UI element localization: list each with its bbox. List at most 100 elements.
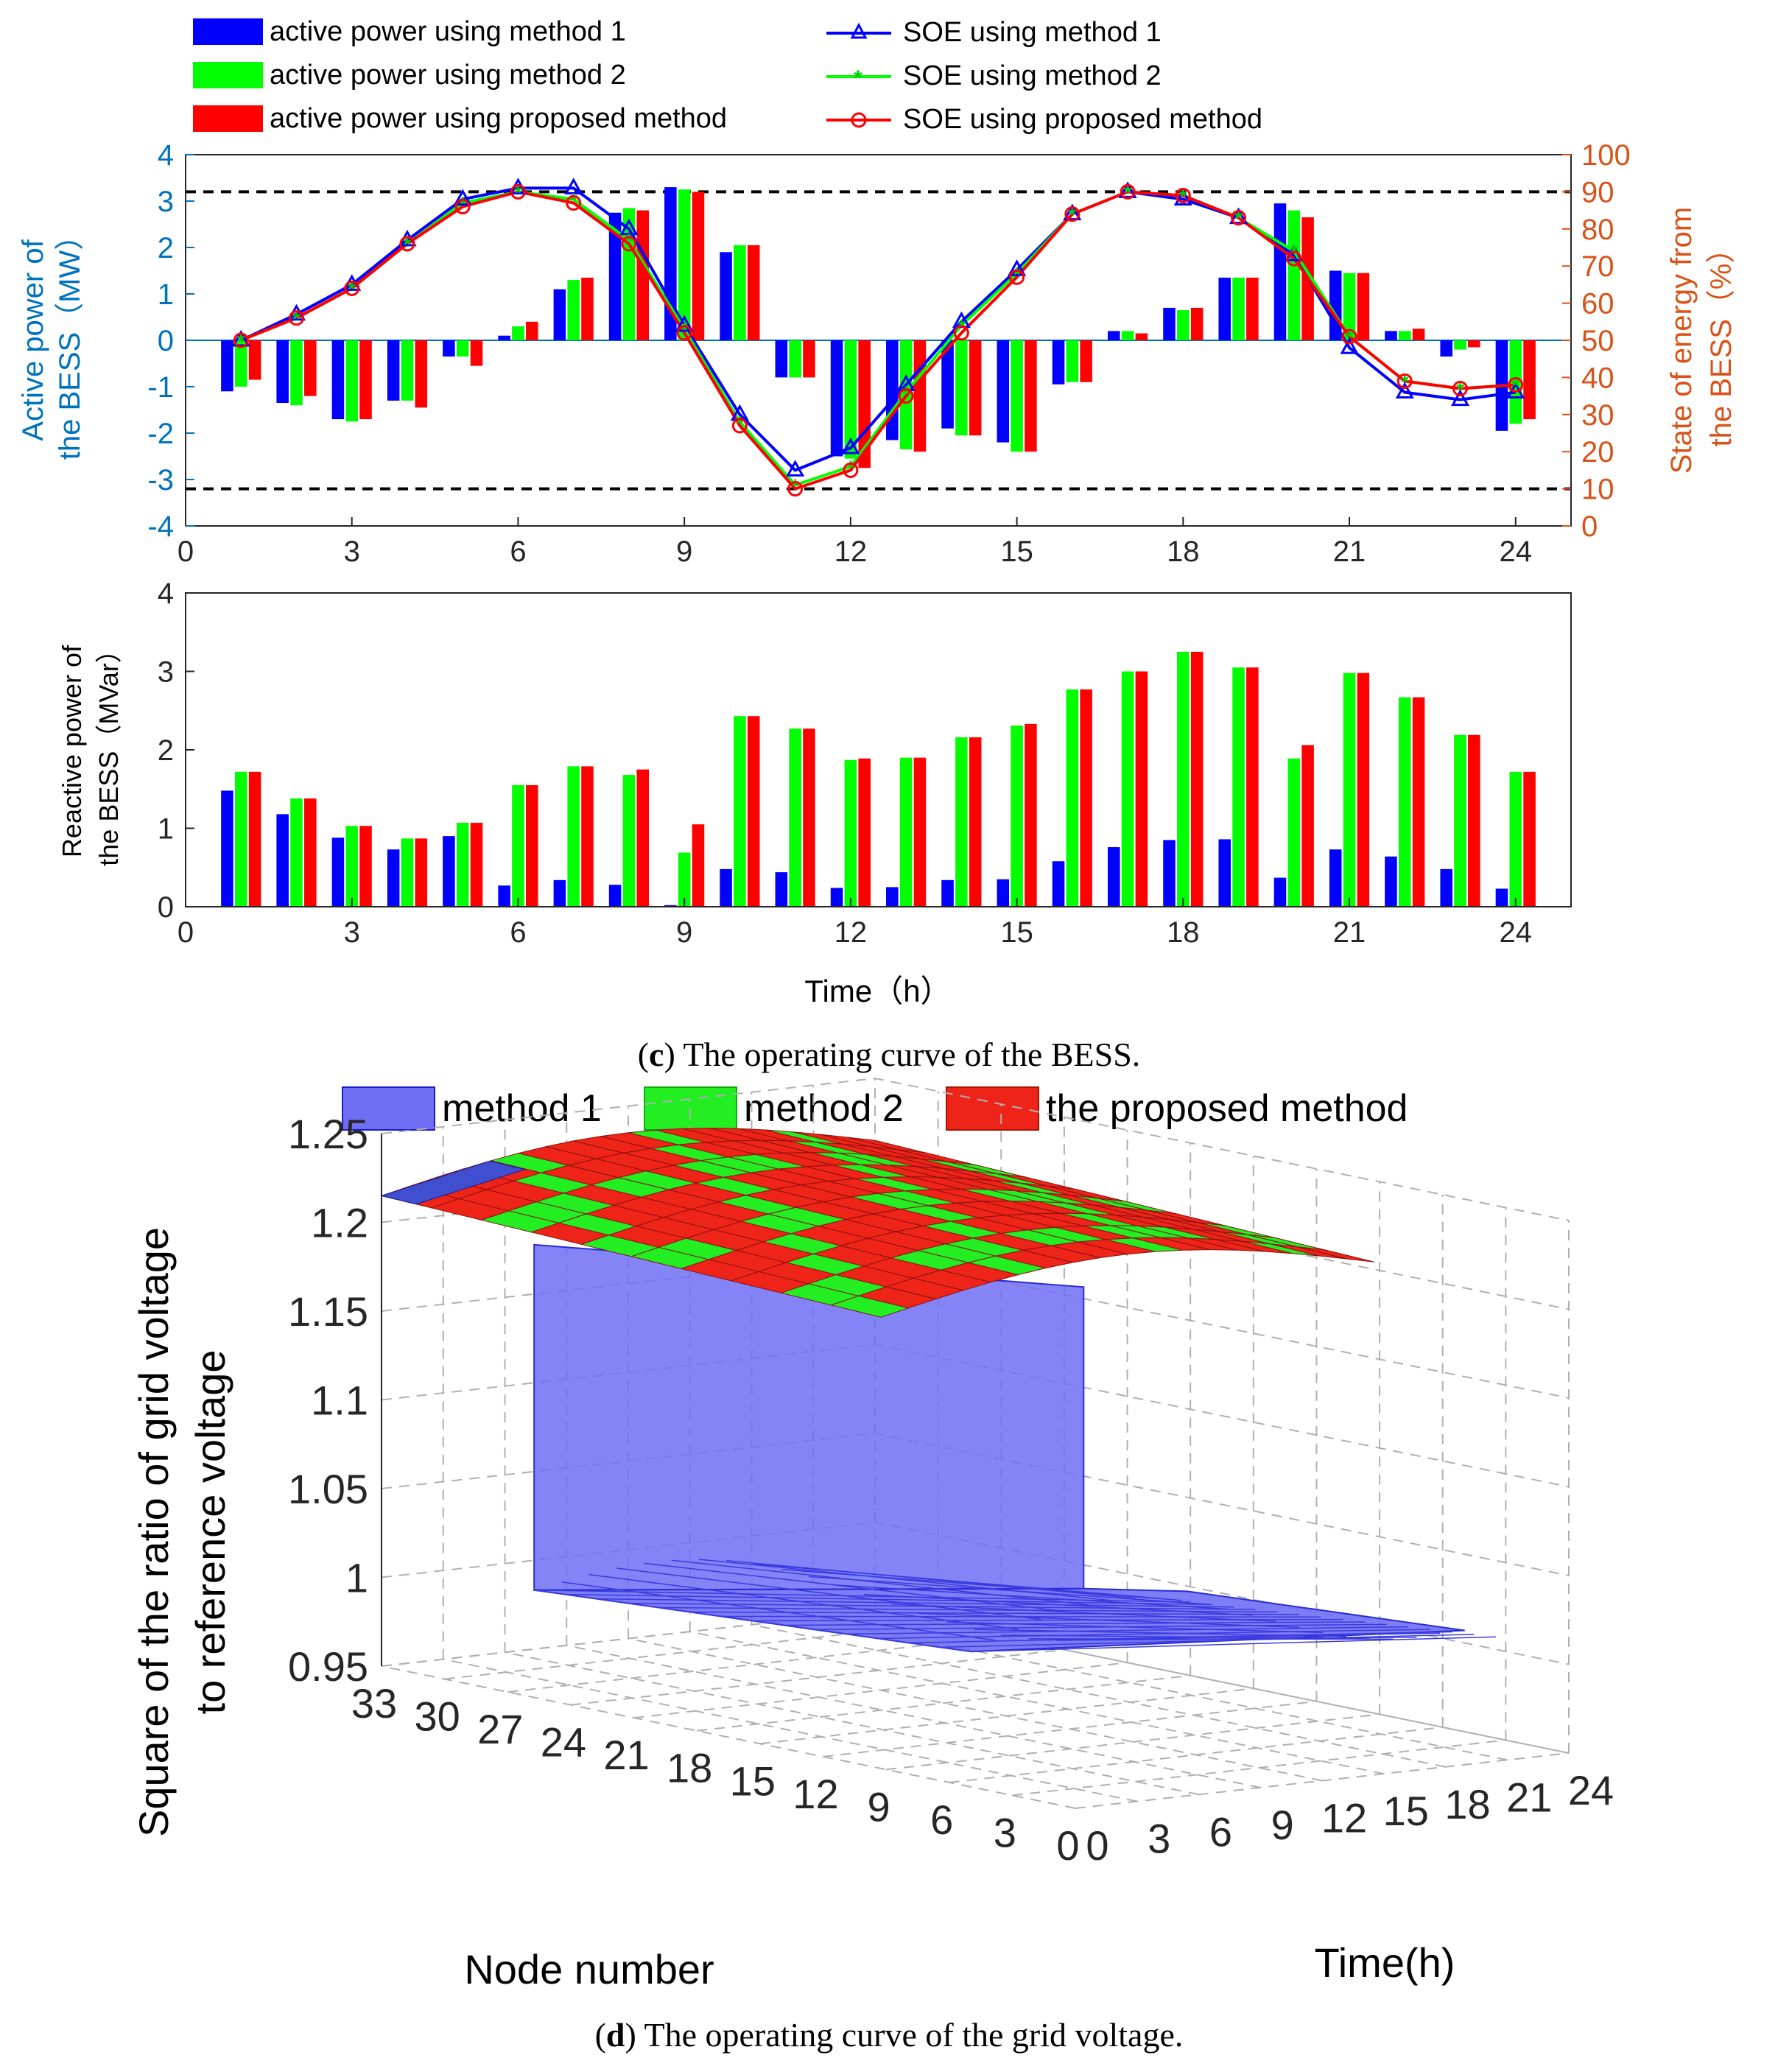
reactive-power-bar: [997, 879, 1010, 907]
reactive-power-bar: [553, 879, 566, 907]
active-power-bar: [1343, 273, 1356, 340]
surface-method1-mesh: [908, 1631, 1452, 1644]
active-power-bar: [290, 340, 303, 406]
active-power-bar: [456, 340, 469, 357]
active-power-bar: [886, 340, 899, 440]
x-tick-label: 6: [510, 535, 526, 568]
active-power-bar: [830, 340, 843, 457]
y2-tick-label: 90: [1581, 176, 1614, 208]
reactive-power-bar: [1177, 651, 1190, 907]
reactive-power-ylabel-line2: the BESS（MVar）: [94, 636, 124, 865]
active-power-bar: [969, 340, 982, 436]
soe-marker: *: [1346, 326, 1354, 348]
soe-marker: [344, 280, 360, 296]
reactive-power-bar: [512, 784, 524, 907]
y2-tick-label: 60: [1581, 288, 1614, 320]
floor-gridline: [885, 1713, 1380, 1771]
reactive-power-bar: [1135, 671, 1148, 907]
reactive-power-bar: [1412, 697, 1425, 907]
active-power-bar: [955, 340, 968, 436]
node-tick-label: 24: [541, 1719, 586, 1766]
surface-method1-mesh: [671, 1559, 1089, 1606]
node-tick-label: 15: [730, 1757, 776, 1804]
active-power-bar: [1025, 340, 1037, 452]
active-power-bar: [1287, 210, 1301, 340]
soe-marker: [566, 195, 582, 211]
active-power-bar: [913, 340, 927, 452]
reactive-power-bar: [608, 885, 622, 907]
x-tick-label: 0: [178, 535, 194, 568]
soe-marker: [233, 332, 249, 348]
surface-method1-mesh: [534, 1589, 1190, 1603]
soe-marker: [675, 315, 694, 332]
caption-c-text: ) The operating curve of the BESS.: [664, 1036, 1140, 1073]
caption-d-text: ) The operating curve of the grid voltag…: [625, 2016, 1184, 2054]
soe-marker: [1395, 382, 1414, 399]
y2-tick-label: 80: [1581, 214, 1614, 246]
surface-method1-mesh: [809, 1576, 1206, 1605]
reactive-power-bar: [401, 838, 414, 907]
soe-marker: *: [1013, 263, 1022, 285]
soe-marker: [619, 218, 639, 236]
active-power-bar: [734, 245, 746, 340]
reactive-power-bar: [443, 836, 455, 907]
reactive-power-bar: [955, 737, 968, 907]
soe-marker: *: [1456, 379, 1464, 401]
time-tick-label: 15: [1383, 1788, 1429, 1834]
reactive-power-bar: [1329, 849, 1342, 907]
y-tick-label: 0: [158, 325, 174, 357]
surface-method1-mesh: [616, 1567, 1042, 1620]
z-tick-label: 1: [345, 1555, 368, 1601]
soe-marker: [1008, 259, 1027, 276]
reactive-power-bar: [581, 766, 594, 907]
soe-marker: *: [570, 189, 578, 211]
reactive-power-bar: [1246, 667, 1259, 907]
soe-marker: [1340, 337, 1359, 354]
legend-label-surface-m2: method 2: [744, 1087, 904, 1130]
surface-method1-mesh: [753, 1563, 1159, 1599]
soe-marker: *: [736, 412, 744, 434]
node-tick-label: 27: [477, 1706, 523, 1752]
x-tick-label: 9: [676, 535, 692, 568]
x-tick-label: 0: [178, 916, 194, 949]
active-power-bar: [1246, 277, 1259, 340]
x-tick-label: 9: [676, 916, 692, 949]
surface-zlabel-line1: Square of the ratio of grid voltage: [130, 1227, 177, 1837]
floor-gridline: [381, 1665, 1076, 1809]
node-tick-label: 0: [1056, 1822, 1079, 1869]
soe-marker: [1450, 389, 1470, 407]
reactive-power-bar: [345, 826, 358, 907]
node-tick-label: 9: [868, 1783, 890, 1830]
active-power-bar: [401, 340, 414, 401]
y2-tick-label: 20: [1581, 436, 1614, 468]
soe-marker: *: [1179, 185, 1187, 207]
legend-c: active power using method 1 active power…: [193, 16, 1262, 135]
z-tick-label: 1.1: [311, 1377, 368, 1424]
z-tick-label: 1.15: [288, 1288, 368, 1335]
reactive-power-bar: [456, 823, 469, 907]
reactive-power-ylabel-line1: Reactive power of: [57, 645, 87, 857]
x-tick-label: 24: [1500, 916, 1533, 949]
floor-gridline: [697, 1674, 1191, 1732]
reactive-power-bar: [1163, 840, 1176, 907]
surface-method1-mesh: [628, 1602, 1256, 1610]
reactive-power-bar: [304, 798, 317, 907]
reactive-power-bar: [276, 814, 289, 907]
surface-method1-mesh: [846, 1626, 1409, 1635]
legend-d: method 1 method 2 the proposed method: [342, 1086, 1408, 1131]
active-power-bar: [997, 340, 1010, 443]
active-power-bar: [692, 192, 705, 340]
surface-high-patch: [847, 1137, 925, 1153]
reactive-power-bar: [387, 849, 400, 907]
floor-gridline: [1012, 1739, 1506, 1797]
x-tick-label: 3: [344, 916, 360, 949]
active-power-ylabel-line1: Active power of: [17, 239, 49, 440]
soe-marker: [288, 310, 304, 326]
soe-marker: [786, 460, 805, 477]
active-power-bar: [512, 326, 524, 340]
surface-method1-mesh: [971, 1636, 1497, 1653]
y-tick-label: 4: [158, 139, 174, 172]
active-power-bar: [747, 245, 760, 340]
soe-marker: [231, 329, 250, 347]
caption-c: (c) The operating curve of the BESS.: [638, 1036, 1141, 1073]
